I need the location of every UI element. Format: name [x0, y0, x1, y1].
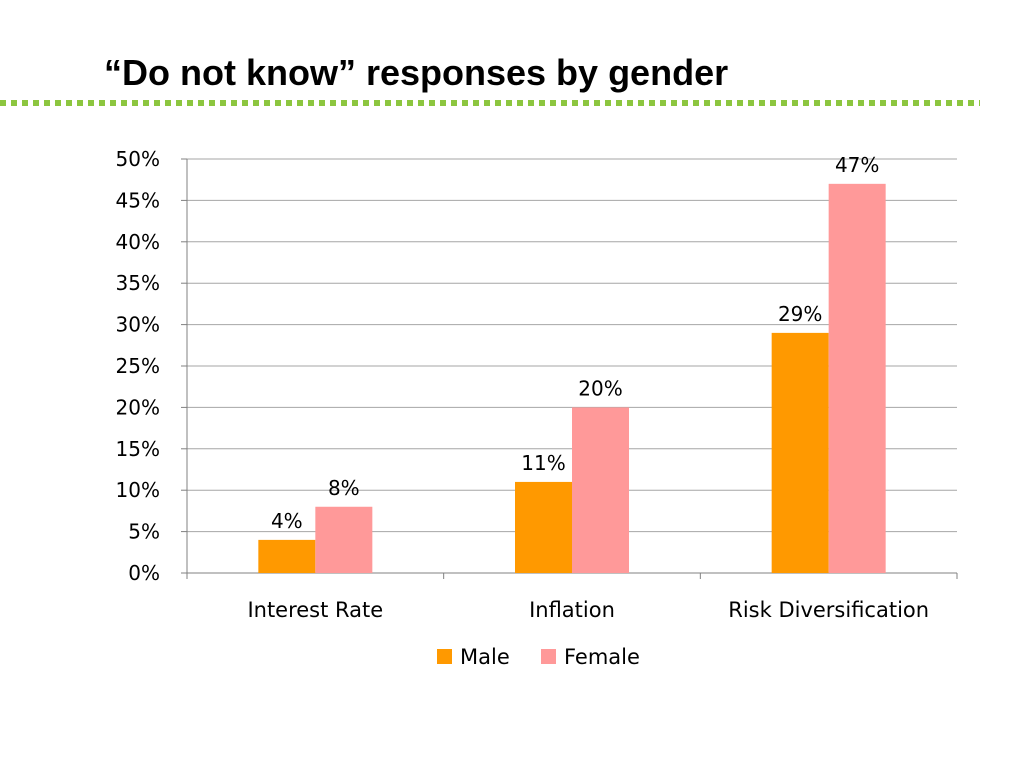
category-label: Risk Diversification — [728, 598, 929, 622]
category-label: Interest Rate — [247, 598, 383, 622]
slide-title: “Do not know” responses by gender — [104, 52, 729, 93]
y-tick-label: 20% — [116, 395, 160, 419]
category-label: Inflation — [529, 598, 615, 622]
bar-female — [828, 183, 886, 573]
bar-male — [771, 332, 829, 573]
legend-swatch-male — [437, 649, 452, 664]
bar-female — [315, 506, 373, 573]
data-label: 29% — [778, 302, 822, 326]
y-tick-label: 5% — [128, 520, 160, 544]
y-tick-label: 0% — [128, 561, 160, 585]
legend-swatch-female — [541, 649, 556, 664]
y-tick-label: 50% — [116, 147, 160, 171]
data-label: 4% — [271, 509, 303, 533]
y-tick-label: 10% — [116, 478, 160, 502]
data-label: 8% — [328, 476, 360, 500]
dotted-divider — [0, 100, 980, 106]
data-label: 47% — [835, 153, 879, 177]
y-tick-label: 30% — [116, 313, 160, 337]
bar-female — [572, 407, 629, 573]
data-label: 20% — [578, 376, 622, 400]
y-tick-label: 45% — [116, 188, 160, 212]
bar-male — [258, 539, 316, 573]
legend-label: Female — [564, 645, 640, 669]
y-tick-label: 35% — [116, 271, 160, 295]
y-tick-label: 40% — [116, 230, 160, 254]
bar-male — [515, 481, 572, 573]
y-tick-label: 25% — [116, 354, 160, 378]
data-label: 11% — [521, 451, 565, 475]
y-tick-label: 15% — [116, 437, 160, 461]
legend-label: Male — [460, 645, 510, 669]
